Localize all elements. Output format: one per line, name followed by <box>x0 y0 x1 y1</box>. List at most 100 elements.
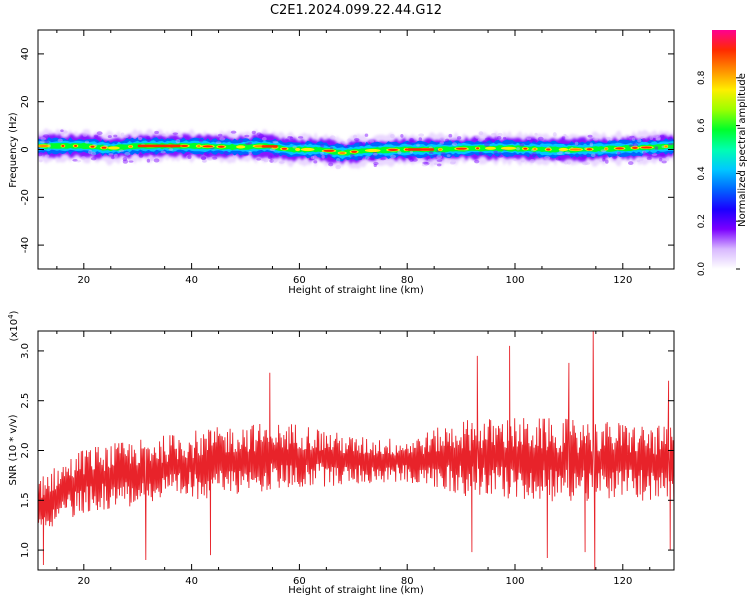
spectral-speckle <box>113 134 118 138</box>
spectral-speckle <box>592 138 599 141</box>
spectral-speckle <box>655 136 661 141</box>
spectral-speckle <box>223 150 229 156</box>
spectral-speckle <box>122 159 129 164</box>
spectral-speckle <box>146 135 151 140</box>
spectral-speckle <box>243 153 249 157</box>
spectral-speckle <box>96 131 103 136</box>
spectral-speckle <box>251 130 256 134</box>
spectral-speckle <box>616 151 621 155</box>
spectral-speckle <box>563 133 567 137</box>
snr-y-ticks: 1.0 1.5 2.0 2.5 3.0 <box>20 343 674 558</box>
spectral-peak <box>502 147 515 150</box>
spectral-speckle <box>111 156 115 160</box>
spectral-speckle <box>357 156 363 161</box>
spectral-speckle <box>409 157 414 162</box>
spectral-speckle <box>566 160 571 165</box>
spectral-speckle <box>544 155 551 160</box>
spectral-speckle <box>285 138 289 141</box>
y-tick-label: 0 <box>20 146 31 152</box>
spectral-speckle <box>520 158 525 163</box>
spectral-speckle <box>649 136 654 141</box>
spectral-speckle <box>149 156 154 161</box>
spectral-speckle <box>665 156 670 162</box>
spectral-speckle <box>409 150 413 154</box>
spectral-speckle <box>428 151 434 155</box>
spectral-speckle <box>123 134 129 139</box>
snr-series-line <box>38 331 674 570</box>
spectral-speckle <box>493 150 498 154</box>
y-tick-label: 40 <box>20 48 31 61</box>
spectral-speckle <box>448 133 453 138</box>
y-tick-label: 1.5 <box>20 492 31 508</box>
spectral-speckle <box>598 158 605 163</box>
spectral-speckle <box>632 142 639 148</box>
spectral-speckle <box>373 163 377 168</box>
spectral-peak <box>631 146 638 149</box>
spectral-speckle <box>380 157 386 161</box>
spectral-speckle <box>118 149 125 153</box>
spectral-speckle <box>218 133 223 137</box>
spectral-speckle <box>433 162 438 165</box>
spectral-speckle <box>207 156 214 161</box>
spectral-speckle <box>75 159 82 163</box>
spectral-speckle <box>358 141 363 147</box>
spectral-speckle <box>341 141 346 144</box>
spectral-speckle <box>406 155 411 159</box>
spectral-speckle <box>278 161 285 164</box>
snr-panel: 20 40 60 80 100 120 1.0 1.5 2.0 2.5 3.0 Height of… <box>7 310 675 596</box>
spectral-peak <box>438 148 442 151</box>
spectral-speckle <box>449 161 456 165</box>
spectral-speckle <box>532 152 537 157</box>
spectral-speckle <box>137 136 143 141</box>
spectral-speckle <box>269 159 274 163</box>
spectral-speckle <box>61 132 65 137</box>
snr-y-multiplier: (x104) <box>7 310 20 341</box>
spectral-speckle <box>263 158 269 163</box>
spectral-speckle <box>289 136 294 141</box>
spectral-speckle <box>122 157 128 162</box>
spectral-speckle <box>329 135 336 140</box>
spectral-speckle <box>661 157 667 162</box>
spectral-speckle <box>667 136 674 141</box>
spectral-speckle <box>63 130 68 134</box>
spectral-speckle <box>198 138 204 143</box>
x-tick-label: 20 <box>77 275 90 286</box>
spectral-speckle <box>245 142 250 146</box>
colorbar-tick-label: 0.4 <box>697 166 707 181</box>
spectral-speckle <box>90 151 97 156</box>
spectral-speckle <box>655 137 661 141</box>
spectral-speckle <box>563 160 569 165</box>
spectrogram-y-label: Frequency (Hz) <box>8 112 19 188</box>
spectral-peak <box>90 145 95 148</box>
y-tick-label: 1.0 <box>20 542 31 558</box>
spectral-speckle <box>636 159 641 163</box>
spectrogram-panel: 20 40 60 80 100 120 -40 -20 0 20 40 Height of str… <box>8 29 675 296</box>
spectral-speckle <box>628 144 634 147</box>
figure-title: C2E1.2024.099.22.44.G12 <box>270 3 442 18</box>
spectral-speckle <box>489 138 496 143</box>
spectral-speckle <box>44 154 50 158</box>
spectral-speckle <box>80 156 86 160</box>
spectral-speckle <box>370 157 375 161</box>
y-tick-label: -20 <box>20 189 31 205</box>
spectral-peak <box>101 146 107 149</box>
spectral-speckle <box>477 137 484 142</box>
spectral-speckle <box>451 137 458 141</box>
snr-y-label: SNR (10 * v/v) <box>8 414 19 485</box>
spectral-speckle <box>558 158 562 161</box>
spectral-speckle <box>602 157 606 162</box>
spectral-peak <box>387 148 399 151</box>
spectral-speckle <box>335 165 341 170</box>
spectral-speckle <box>555 156 561 161</box>
spectral-speckle <box>178 134 183 138</box>
colorbar-gradient <box>712 30 736 269</box>
spectral-speckle <box>416 143 420 147</box>
spectral-speckle <box>365 155 370 159</box>
spectral-speckle <box>43 134 50 138</box>
spectral-speckle <box>519 142 525 147</box>
spectral-speckle <box>436 159 443 162</box>
spectral-peak <box>339 151 346 155</box>
spectral-speckle <box>94 134 99 138</box>
spectral-speckle <box>328 162 334 167</box>
spectral-speckle <box>372 151 378 155</box>
